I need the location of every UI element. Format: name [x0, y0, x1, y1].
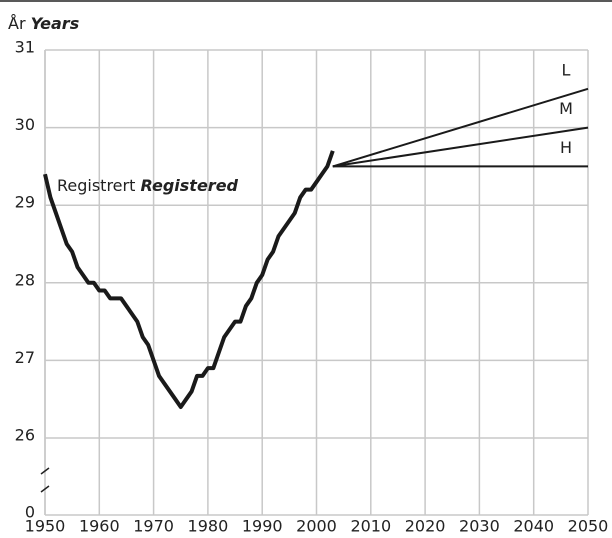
y-tick-label: 0	[25, 503, 35, 522]
y-tick-label: 28	[15, 270, 35, 289]
line	[43, 150, 335, 409]
y-title: År Years	[8, 14, 79, 33]
y-tick-label: 27	[15, 348, 35, 367]
y-tick-label: 29	[15, 193, 35, 212]
x-tick-label: 1990	[242, 517, 283, 536]
y-tick-label: 26	[15, 426, 35, 445]
x-tick-label: 1970	[133, 517, 174, 536]
y-tick-label: 30	[15, 115, 35, 134]
x-tick-label: 1950	[25, 517, 66, 536]
x-tick-label: 2000	[296, 517, 337, 536]
x-tick-label: 2050	[568, 517, 609, 536]
y-title-no: År	[8, 14, 26, 33]
line	[332, 126, 589, 168]
line	[332, 87, 589, 168]
x-tick-label: 2020	[405, 517, 446, 536]
series-label: H	[560, 138, 572, 157]
x-tick-label: 2030	[459, 517, 500, 536]
series-label: Registrert Registered	[57, 176, 239, 195]
series-label-en: Registered	[140, 176, 238, 195]
y-tick-label: 31	[15, 38, 35, 57]
x-tick-label: 1980	[188, 517, 229, 536]
y-title-en: Years	[31, 14, 80, 33]
series-label: L	[562, 60, 571, 79]
x-tick-label: 2040	[513, 517, 554, 536]
series-label: M	[559, 99, 573, 118]
x-tick-label: 2010	[350, 517, 391, 536]
series-label-no: Registrert	[57, 176, 135, 195]
axis-break	[40, 467, 50, 493]
x-tick-label: 1960	[79, 517, 120, 536]
